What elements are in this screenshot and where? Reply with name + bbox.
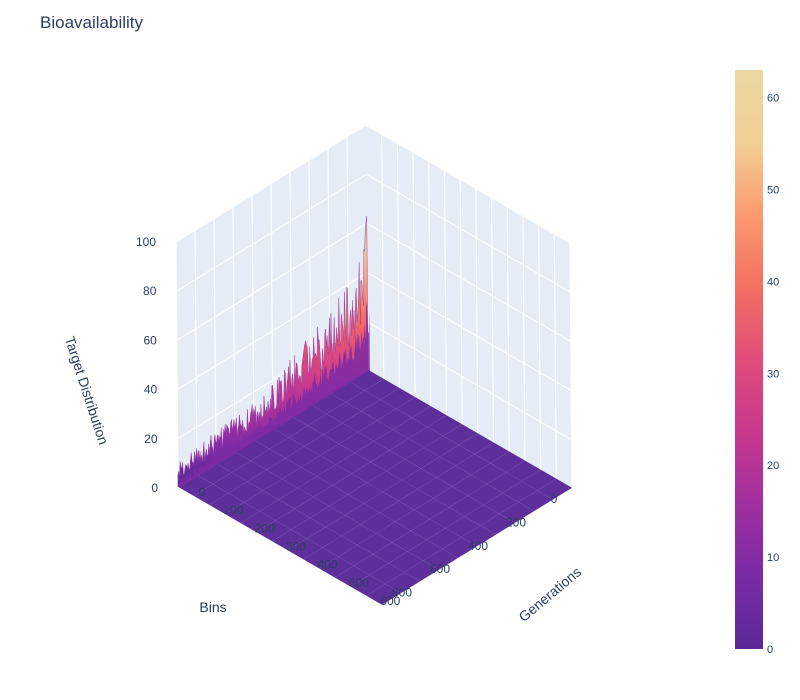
colorbar-tick-label: 60 <box>767 93 779 105</box>
target-distribution-tick-label: 60 <box>143 333 157 347</box>
bins-axis-title: Bins <box>199 599 226 615</box>
target-distribution-tick-label: 80 <box>143 284 157 298</box>
colorbar: 0 10 20 30 40 50 60 <box>735 70 779 656</box>
right-wall-gridline <box>412 152 416 399</box>
surface-gridline <box>224 396 416 515</box>
floor-gridline <box>177 487 383 607</box>
right-wall-gridline <box>553 233 557 480</box>
right-wall-gridline <box>396 143 400 390</box>
left-wall-gridline <box>175 241 179 489</box>
target-distribution-tick-label: 40 <box>144 383 158 397</box>
bins-tick-label: 600 <box>430 562 450 576</box>
surface-ridge <box>177 215 369 488</box>
colorbar-tick-label: 20 <box>767 460 779 472</box>
left-wall-gridline <box>251 195 255 442</box>
right-wall-gridline <box>366 173 571 293</box>
surface-gridline <box>215 463 421 582</box>
surface-gridline <box>366 478 557 596</box>
right-wall-gridline <box>506 206 510 453</box>
left-wall-gridline <box>232 206 236 453</box>
right-wall-gridline <box>490 197 495 444</box>
surface-gridline <box>319 451 510 569</box>
bins-tick-label: 0 <box>551 492 558 506</box>
target-distribution-tick-label: 100 <box>136 235 156 249</box>
colorbar-tick-label: 40 <box>767 276 779 288</box>
left-wall-gridline <box>176 272 368 391</box>
right-wall-gridline <box>569 242 573 490</box>
right-wall-gridline <box>366 222 572 342</box>
left-wall-gridline <box>176 173 367 292</box>
generations-tick-label: 400 <box>318 558 338 572</box>
right-wall <box>366 125 572 489</box>
scene: 0200400600800010020030040050060002040608… <box>62 124 584 625</box>
surface-gridline <box>287 433 478 551</box>
right-wall-gridline <box>366 272 572 392</box>
generations-tick-label: 0 <box>199 485 206 499</box>
right-wall-gridline <box>443 170 448 417</box>
surface-gridline <box>329 392 535 512</box>
bins-tick-label: 400 <box>468 539 488 553</box>
colorbar-tick-label: 50 <box>767 184 779 196</box>
right-wall-gridline <box>367 321 572 441</box>
colorbar-tick-label: 30 <box>767 368 779 380</box>
surface-gridline <box>271 423 463 542</box>
right-wall-gridline <box>365 124 571 244</box>
generations-tick-label: 300 <box>286 539 306 553</box>
right-wall-gridline <box>522 215 526 462</box>
surface-ridge-secondary <box>179 303 370 488</box>
right-wall-gridline <box>428 161 432 408</box>
surface-gridline <box>291 416 497 535</box>
surface-gridline <box>256 414 447 533</box>
left-wall-gridline <box>176 222 368 341</box>
surface-gridline <box>253 439 459 559</box>
right-wall-gridline <box>381 134 385 381</box>
surface-gridline <box>234 451 440 570</box>
bins-tick-label: 200 <box>506 515 526 529</box>
right-wall-gridline <box>475 188 479 435</box>
surface-gridline <box>303 442 494 560</box>
left-wall-gridline <box>175 124 367 243</box>
bins-tick-label: 800 <box>392 586 412 600</box>
colorbar-bar <box>735 70 763 649</box>
generations-tick-label: 100 <box>223 503 243 517</box>
surface-gridline <box>272 428 478 547</box>
surface-gridline <box>310 404 516 524</box>
right-wall-gridline <box>459 179 463 426</box>
floor-gridline <box>381 488 573 607</box>
surface-gridline <box>348 381 554 500</box>
generations-tick-label: 500 <box>349 576 369 590</box>
surface-gridline <box>334 460 526 578</box>
left-wall-gridline <box>213 218 217 465</box>
chart-title: Bioavailability <box>40 13 143 32</box>
target-distribution-tick-label: 20 <box>144 432 158 446</box>
surface-gridline <box>350 469 541 587</box>
generations-tick-label: 200 <box>255 521 275 535</box>
target-distribution-tick-label: 0 <box>151 481 158 495</box>
colorbar-tick-label: 10 <box>767 552 779 564</box>
surface-gridline <box>240 405 431 524</box>
colorbar-tick-label: 0 <box>767 644 773 656</box>
left-wall-gridline <box>194 230 198 477</box>
generations-tick-label: 600 <box>380 594 400 608</box>
left-wall-gridline <box>289 171 293 418</box>
surface-gridline <box>193 378 384 497</box>
target-distribution-axis-title: Target Distribution <box>62 334 112 446</box>
generations-axis-title: Generations <box>515 564 584 625</box>
right-wall-gridline <box>538 224 542 471</box>
surface-gridline <box>196 474 402 594</box>
surface-gridline <box>209 387 400 506</box>
